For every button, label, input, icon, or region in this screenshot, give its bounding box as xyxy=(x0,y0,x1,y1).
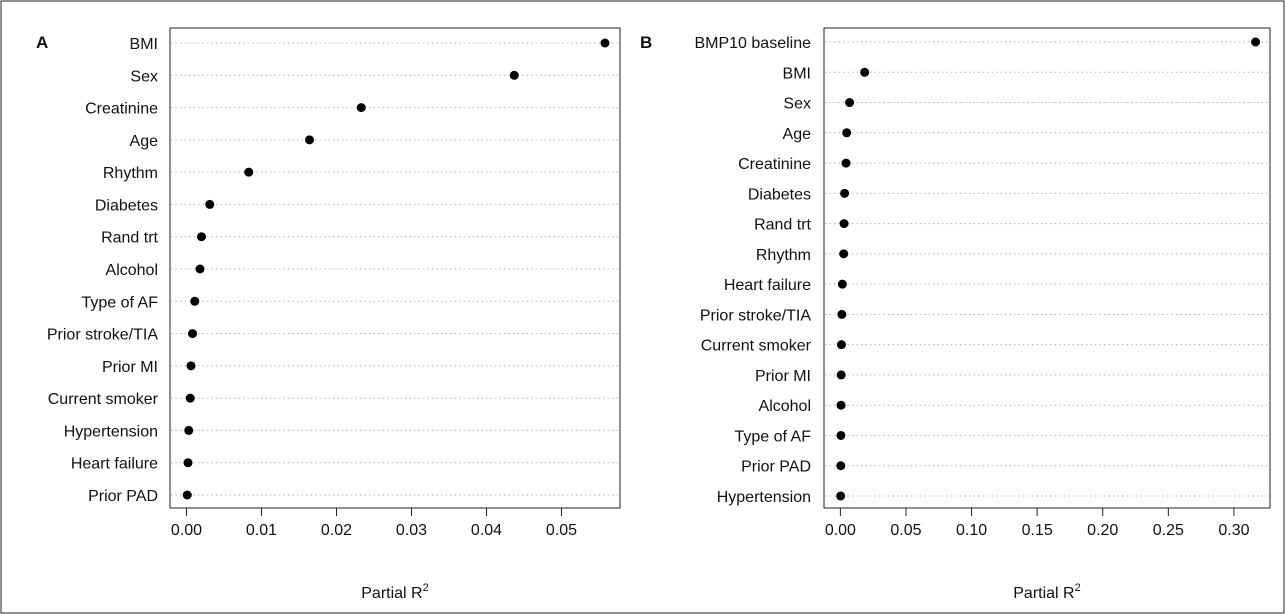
panel-a-data-point xyxy=(183,458,193,468)
panel-a-x-tick-label: 0.00 xyxy=(171,522,202,539)
panel-b-category-label: Alcohol xyxy=(759,398,811,415)
panel-b-category-label: BMP10 baseline xyxy=(694,35,811,52)
panel-a-category-label: Prior MI xyxy=(102,359,158,376)
panel-a-data-point xyxy=(509,70,519,80)
panel-b-x-tick-label: 0.30 xyxy=(1218,522,1249,539)
panel-a-x-tick-label: 0.03 xyxy=(396,522,427,539)
panel-a-category-label: Prior stroke/TIA xyxy=(47,327,158,344)
panel-a: A BMI Sex Creatinine Age Rhythm Diabetes Rand … xyxy=(36,27,621,602)
panel-a-data-point xyxy=(182,490,192,500)
panel-b-data-point xyxy=(842,128,852,138)
panel-b-data-point xyxy=(836,430,846,440)
panel-a-category-label: Type of AF xyxy=(82,294,159,311)
panel-b-category-label: Sex xyxy=(783,96,811,113)
panel-b-category-label: Hypertension xyxy=(717,489,811,506)
panel-b-category-label: Rhythm xyxy=(756,247,811,264)
panel-a-data-point xyxy=(188,329,197,339)
panel-b-data-point xyxy=(836,370,846,380)
panel-a-category-label: Hypertension xyxy=(64,423,158,440)
panel-b-data-point xyxy=(1251,37,1261,47)
panel-b-category-label: BMI xyxy=(783,65,811,82)
panel-b-category-label: Prior stroke/TIA xyxy=(700,307,811,324)
panel-a-category-label: Rand trt xyxy=(101,230,158,247)
panel-b-x-tick-label: 0.25 xyxy=(1153,522,1184,539)
panel-a-x-tick-label: 0.02 xyxy=(321,522,352,539)
panel-b-data-point xyxy=(836,400,846,410)
panel-b-x-tick-label: 0.05 xyxy=(890,522,921,539)
panel-b-data-point xyxy=(837,279,847,289)
panel-a-category-label: Diabetes xyxy=(95,197,158,214)
panel-b-x-tick-label: 0.10 xyxy=(956,522,987,539)
panel-a-category-label: Current smoker xyxy=(48,391,159,408)
panel-b-data-point xyxy=(836,461,846,471)
panel-a-data-point xyxy=(305,135,314,145)
panel-b-x-axis-label: Partial R2 xyxy=(1013,582,1080,602)
panel-b-data-point xyxy=(836,340,846,350)
panel-a-data-point xyxy=(195,264,205,274)
panel-b-category-label: Prior PAD xyxy=(741,459,811,476)
panel-a-data-point xyxy=(190,296,200,306)
panel-a-data-point xyxy=(184,425,194,435)
panel-b-category-label: Rand trt xyxy=(754,217,811,234)
panel-b-data-point xyxy=(839,249,849,259)
panel-b-category-label: Heart failure xyxy=(724,277,811,294)
panel-b-plot-frame xyxy=(823,27,1271,509)
panel-a-category-label: Sex xyxy=(130,68,158,85)
panel-a-data-point xyxy=(197,232,206,242)
panel-a-letter: A xyxy=(36,33,48,52)
panel-a-plot-frame xyxy=(169,27,621,509)
panel-a-data-point xyxy=(186,361,196,371)
panel-b-category-label: Creatinine xyxy=(738,156,811,173)
panel-a-category-label: Age xyxy=(130,133,159,150)
panel-a-x-tick-label: 0.01 xyxy=(246,522,277,539)
panel-a-category-label: Heart failure xyxy=(71,456,158,473)
panel-b: B BMP10 baseline BMI Sex Age Creatinine Diabe… xyxy=(640,27,1271,602)
panel-b-data-point xyxy=(836,491,846,501)
panel-b-data-point xyxy=(839,219,849,229)
panel-a-category-label: Rhythm xyxy=(103,165,158,182)
panel-b-data-point xyxy=(837,309,847,319)
panel-b-data-point xyxy=(841,158,851,168)
panel-a-x-tick-label: 0.05 xyxy=(546,522,577,539)
panel-a-data-point xyxy=(600,38,610,48)
panel-b-data-point xyxy=(840,188,850,198)
panel-b-category-label: Diabetes xyxy=(748,186,811,203)
panel-b-data-point xyxy=(845,98,855,108)
panel-a-category-label: Creatinine xyxy=(85,101,158,118)
panel-b-category-label: Current smoker xyxy=(701,338,812,355)
panel-a-data-point xyxy=(244,167,254,177)
panel-b-x-tick-label: 0.20 xyxy=(1087,522,1118,539)
panel-a-data-point xyxy=(205,199,215,209)
panel-a-x-axis-label: Partial R2 xyxy=(361,582,428,602)
panel-a-data-point xyxy=(185,393,195,403)
panel-b-category-label: Type of AF xyxy=(735,428,812,445)
panel-a-category-label: Prior PAD xyxy=(88,488,158,505)
panel-a-x-tick-label: 0.04 xyxy=(471,522,502,539)
panel-b-category-label: Prior MI xyxy=(755,368,811,385)
panel-b-x-tick-label: 0.00 xyxy=(825,522,856,539)
panel-a-category-label: Alcohol xyxy=(106,262,158,279)
panel-b-category-label: Age xyxy=(783,126,812,143)
panel-b-x-tick-label: 0.15 xyxy=(1022,522,1053,539)
panel-b-letter: B xyxy=(640,33,652,52)
panel-b-data-point xyxy=(860,67,870,77)
panel-a-category-label: BMI xyxy=(130,36,158,53)
panel-a-data-point xyxy=(356,103,366,113)
